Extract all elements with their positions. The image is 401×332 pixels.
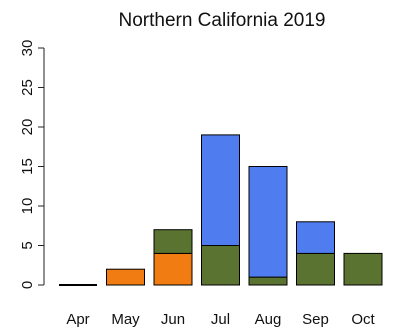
y-tick-label: 20 [19,119,36,136]
y-tick-label: 15 [19,158,36,175]
y-tick-label: 30 [19,40,36,57]
bar-sep-segment-2 [296,221,335,254]
y-axis: 0 5 10 15 20 25 30 [19,40,45,289]
bar-series-group [59,134,383,286]
bar-jun-segment-0 [153,252,193,286]
bar-jul-segment-1 [201,245,240,286]
x-tick-label: Jul [211,311,230,328]
bar-sep-segment-1 [296,252,335,286]
x-axis: Apr May Jun Jul Aug Sep Oct [66,311,375,328]
x-tick-label: Sep [302,311,329,328]
bar-jul-segment-2 [201,134,240,246]
x-tick-label: Oct [351,311,375,328]
x-tick-label: Jun [161,311,185,328]
x-tick-label: Apr [66,311,89,328]
y-tick-label: 5 [19,241,36,249]
x-tick-label: May [111,311,140,328]
x-tick-label: Aug [255,311,282,328]
y-tick-label: 0 [19,281,36,289]
y-tick-label: 10 [19,198,36,215]
y-tick-label: 25 [19,79,36,96]
bar-oct-segment-1 [343,252,383,286]
chart-title: Northern California 2019 [118,10,325,31]
bar-jun-segment-1 [153,229,193,254]
bar-may-segment-0 [106,268,145,286]
bar-aug-segment-1 [248,276,288,286]
bar-aug-segment-2 [248,166,288,278]
